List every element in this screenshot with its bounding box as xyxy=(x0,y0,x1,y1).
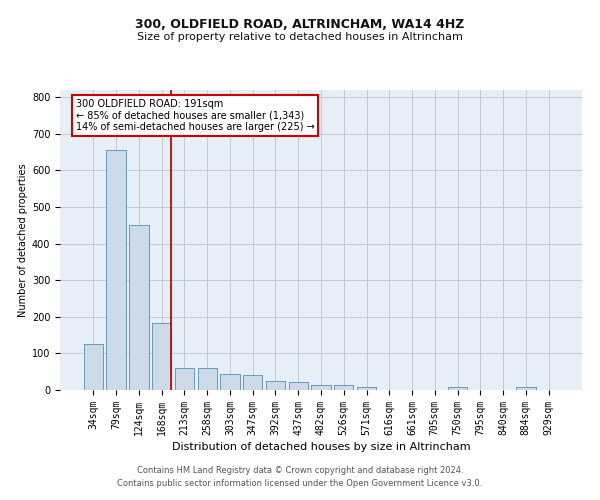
Bar xyxy=(220,374,239,390)
Bar xyxy=(266,381,285,390)
Y-axis label: Number of detached properties: Number of detached properties xyxy=(17,163,28,317)
Text: Contains HM Land Registry data © Crown copyright and database right 2024.
Contai: Contains HM Land Registry data © Crown c… xyxy=(118,466,482,487)
X-axis label: Distribution of detached houses by size in Altrincham: Distribution of detached houses by size … xyxy=(172,442,470,452)
Bar xyxy=(197,368,217,390)
Bar xyxy=(243,374,262,390)
Bar xyxy=(84,344,103,390)
Bar xyxy=(448,388,467,390)
Bar xyxy=(152,323,172,390)
Bar xyxy=(516,388,536,390)
Text: 300 OLDFIELD ROAD: 191sqm
← 85% of detached houses are smaller (1,343)
14% of se: 300 OLDFIELD ROAD: 191sqm ← 85% of detac… xyxy=(76,99,314,132)
Text: Size of property relative to detached houses in Altrincham: Size of property relative to detached ho… xyxy=(137,32,463,42)
Bar xyxy=(357,387,376,390)
Bar xyxy=(129,226,149,390)
Text: 300, OLDFIELD ROAD, ALTRINCHAM, WA14 4HZ: 300, OLDFIELD ROAD, ALTRINCHAM, WA14 4HZ xyxy=(136,18,464,30)
Bar xyxy=(334,385,353,390)
Bar xyxy=(289,382,308,390)
Bar xyxy=(311,385,331,390)
Bar xyxy=(175,368,194,390)
Bar xyxy=(106,150,126,390)
